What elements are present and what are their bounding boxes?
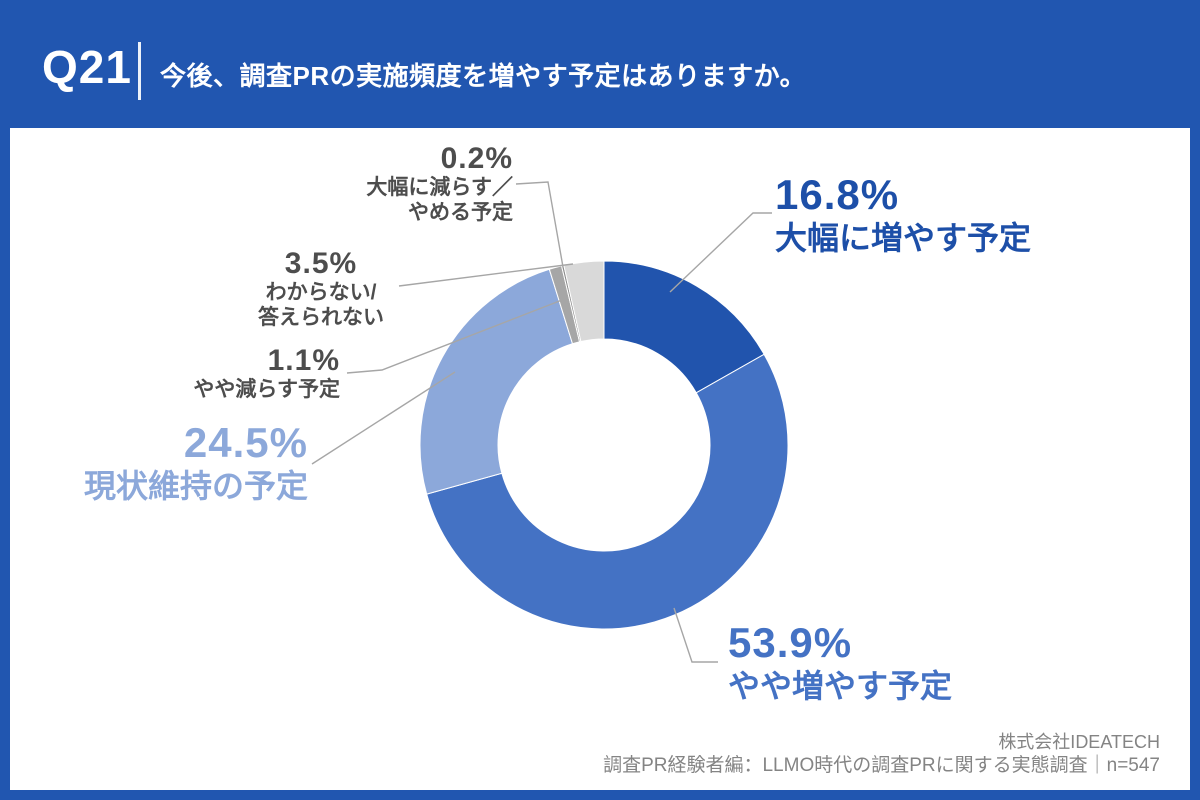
- leader-line-increase-some: [673, 607, 718, 663]
- callout-decrease-much-pct: 0.2%: [440, 142, 513, 175]
- footer-company: 株式会社IDEATECH: [998, 732, 1160, 752]
- leader-line-dontknow: [398, 263, 574, 287]
- leader-lines: [311, 181, 772, 663]
- callout-dontknow-label-2: 答えられない: [258, 306, 384, 330]
- leader-line-increase-much: [669, 212, 772, 293]
- callout-increase-some-label: やや増やす予定: [728, 667, 953, 704]
- callout-decrease-much-label-2: やめる予定: [408, 201, 513, 225]
- callout-decrease-some-pct: 1.1%: [267, 344, 340, 377]
- leader-line-decrease-much: [515, 181, 564, 268]
- callout-increase-some: 53.9% やや増やす予定: [728, 618, 1088, 705]
- header-divider: [138, 42, 141, 100]
- callout-maintain: 24.5% 現状維持の予定: [8, 418, 308, 505]
- donut-slices: [419, 260, 789, 630]
- callout-increase-much: 16.8% 大幅に増やす予定: [775, 170, 1135, 257]
- donut-slice-5: [563, 260, 605, 343]
- footer: 株式会社IDEATECH 調査PR経験者編：LLMO時代の調査PRに関する実態調…: [603, 731, 1160, 779]
- callout-increase-some-pct: 53.9%: [728, 619, 853, 666]
- callout-decrease-much: 0.2% 大幅に減らす／ やめる予定: [253, 141, 513, 226]
- callout-increase-much-pct: 16.8%: [775, 171, 900, 218]
- callout-dontknow-label-1: わからない/: [265, 281, 377, 305]
- callout-maintain-label: 現状維持の予定: [83, 467, 308, 504]
- donut-slice-1: [426, 353, 789, 630]
- leader-line-decrease-some: [346, 299, 563, 374]
- question-number: Q21: [42, 41, 132, 93]
- content-panel: [10, 128, 1190, 790]
- callout-decrease-some: 1.1% やや減らす予定: [80, 343, 340, 403]
- callout-dontknow-pct: 3.5%: [284, 247, 358, 280]
- callout-dontknow: 3.5% わからない/ 答えられない: [221, 246, 421, 331]
- callout-decrease-much-label-1: 大幅に減らす／: [366, 176, 513, 200]
- footer-source: 調査PR経験者編：LLMO時代の調査PRに関する実態調査｜n=547: [603, 755, 1160, 777]
- callout-increase-much-label: 大幅に増やす予定: [775, 219, 1032, 256]
- leader-line-maintain: [311, 371, 456, 465]
- callout-decrease-some-label: やや減らす予定: [193, 378, 340, 402]
- donut-slice-2: [419, 268, 574, 495]
- callout-maintain-pct: 24.5%: [183, 419, 308, 466]
- page-title: 今後、調査PRの実施頻度を増やす予定はありますか。: [160, 61, 807, 91]
